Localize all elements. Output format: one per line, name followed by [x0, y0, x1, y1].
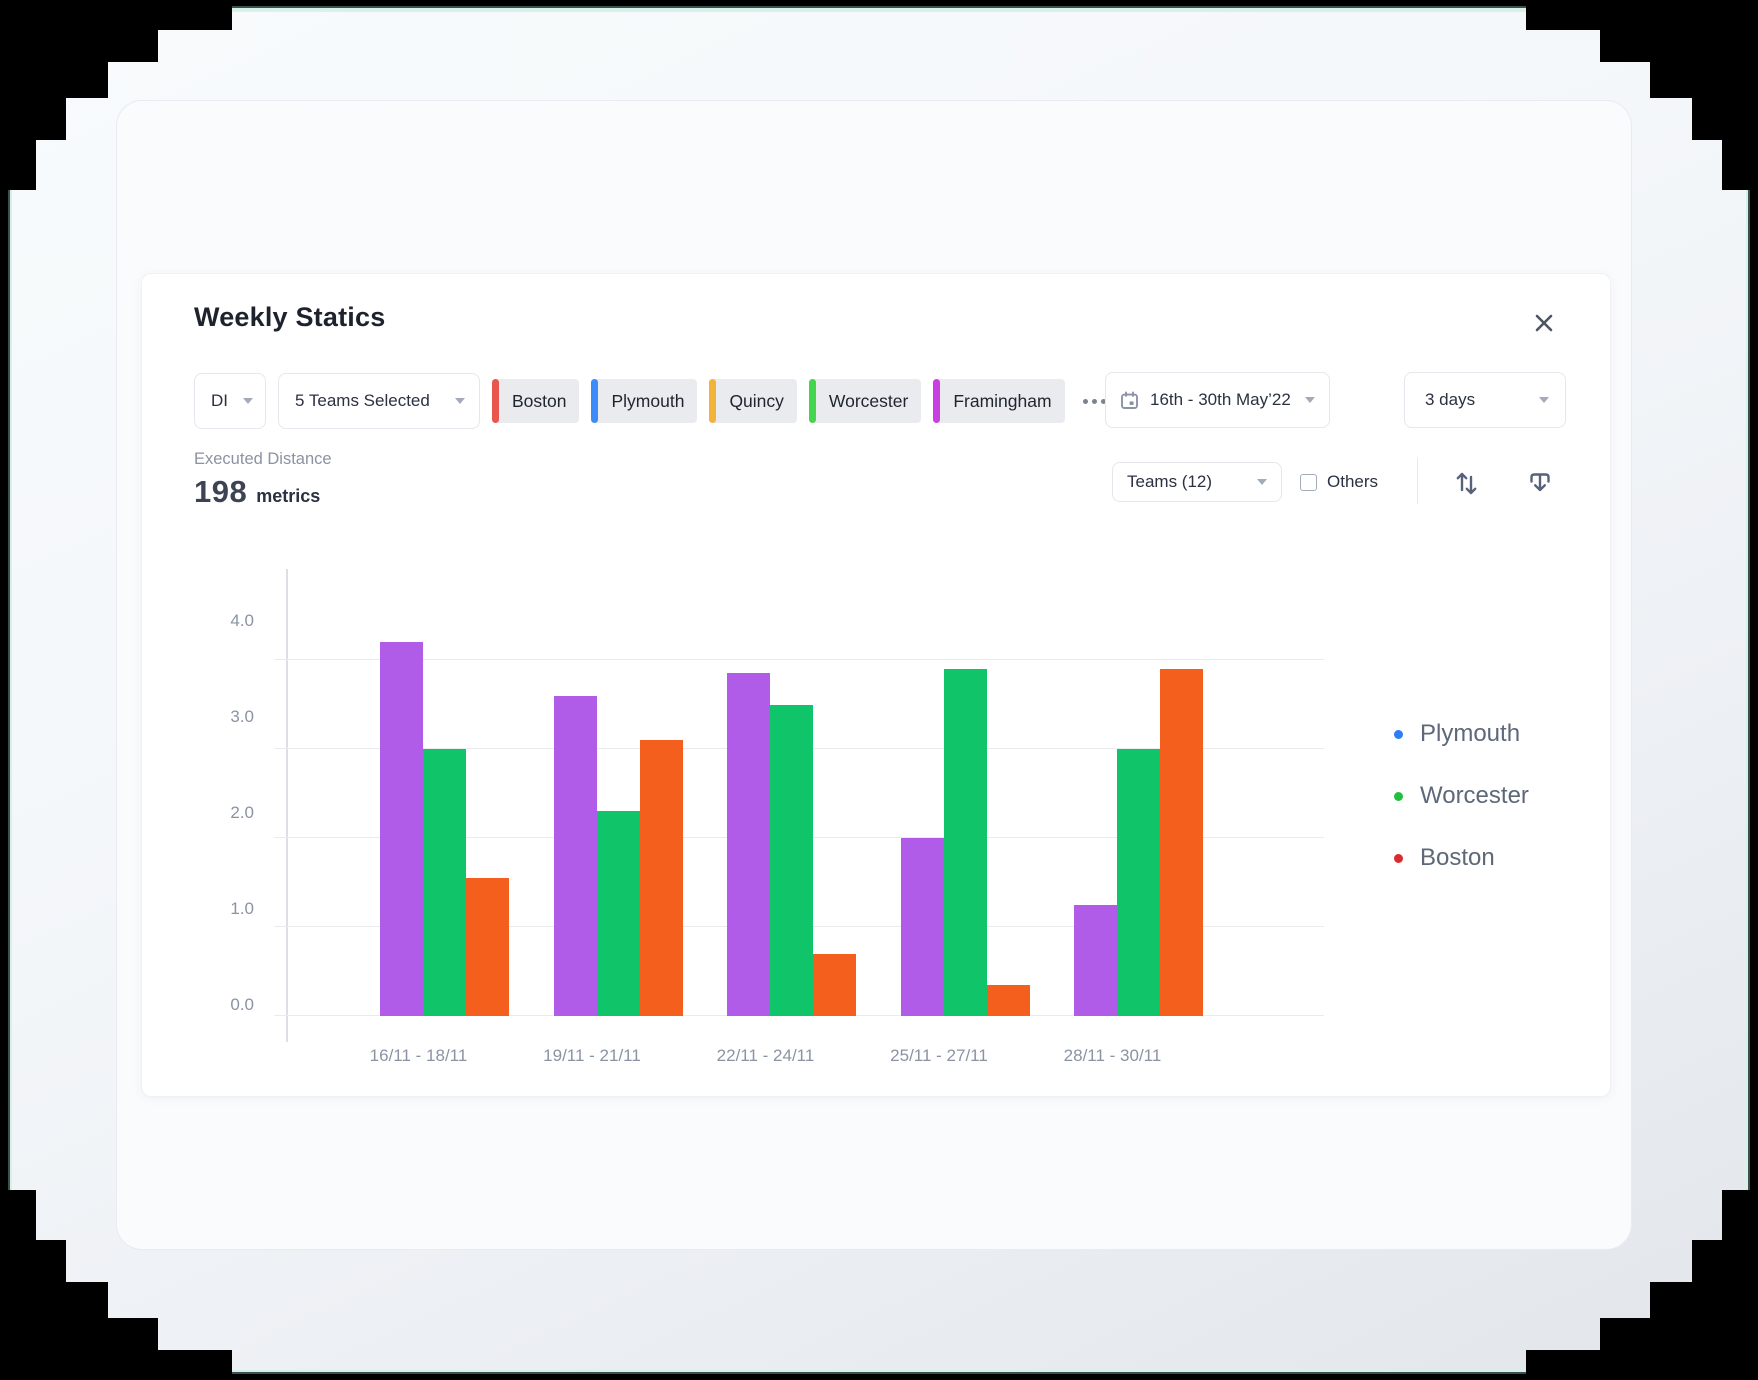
- y-axis-tick-label: 3.0: [230, 707, 254, 726]
- team-chip[interactable]: Worcester: [808, 379, 922, 423]
- bar-plymouth: [1074, 904, 1117, 1016]
- legend-label: Worcester: [1420, 782, 1529, 809]
- bar-plymouth: [380, 642, 423, 1016]
- device-frame: Weekly Statics DI 5 Teams Selected Bosto…: [10, 8, 1748, 1372]
- y-axis-tick-label: 2.0: [230, 803, 254, 822]
- others-checkbox[interactable]: [1300, 473, 1317, 491]
- metric-summary: 198 metrics: [194, 474, 320, 510]
- bar-worcester: [770, 704, 813, 1016]
- x-axis-tick-label: 22/11 - 24/11: [716, 1046, 815, 1065]
- team-color-bar: [492, 379, 499, 423]
- chevron-down-icon: [455, 398, 465, 404]
- x-axis-tick-label: 28/11 - 30/11: [1063, 1046, 1162, 1065]
- legend-dot-icon: [1394, 791, 1403, 801]
- bar-boston: [466, 878, 509, 1016]
- legend-dot-icon: [1394, 853, 1403, 863]
- team-chip-list: Boston Plymouth Quincy Worcester Framingham: [492, 379, 1065, 423]
- legend-label: Boston: [1420, 844, 1495, 871]
- close-button[interactable]: [1528, 307, 1560, 339]
- team-chip-label: Framingham: [953, 390, 1052, 411]
- bar-group: [380, 642, 509, 1016]
- download-button[interactable]: [1522, 464, 1558, 500]
- bar-group: [1074, 668, 1203, 1016]
- bar-boston: [1160, 668, 1203, 1016]
- x-axis-tick-label: 19/11 - 21/11: [543, 1046, 641, 1065]
- y-axis-tick-label: 1.0: [230, 899, 254, 918]
- y-axis: 0.0 1.0 2.0 3.0 4.0: [178, 569, 254, 1016]
- more-teams-button[interactable]: [1079, 393, 1110, 410]
- app-screen: Weekly Statics DI 5 Teams Selected Bosto…: [116, 100, 1632, 1250]
- others-label: Others: [1327, 472, 1379, 491]
- bar-boston: [986, 984, 1030, 1016]
- team-chip[interactable]: Quincy: [709, 379, 797, 423]
- filter-bar: DI 5 Teams Selected Boston Plymouth Quincy…: [194, 372, 1566, 430]
- team-color-bar: [933, 379, 941, 423]
- bar-group: [727, 673, 856, 1016]
- chart-legend: Plymouth Worcester Boston: [1394, 720, 1604, 908]
- date-range-value: 16th - 30th May’22: [1150, 390, 1291, 409]
- legend-label: Plymouth: [1420, 720, 1521, 747]
- metric-select[interactable]: DI: [194, 373, 266, 429]
- close-icon: [1535, 314, 1553, 332]
- y-axis-tick-label: 4.0: [230, 611, 254, 630]
- group-by-select[interactable]: Teams (12): [1112, 462, 1282, 502]
- teams-select-value: 5 Teams Selected: [295, 391, 430, 410]
- bar-boston: [813, 953, 856, 1016]
- sort-vertical-icon: [1456, 472, 1477, 495]
- bar-worcester: [1117, 749, 1160, 1016]
- interval-select[interactable]: 3 days: [1404, 372, 1566, 428]
- sort-button[interactable]: [1448, 464, 1484, 500]
- bar-group: [553, 695, 683, 1016]
- team-chip[interactable]: Framingham: [933, 379, 1065, 423]
- y-axis-tick-label: 0.0: [230, 995, 254, 1014]
- bar-plymouth: [553, 695, 597, 1016]
- team-chip-label: Quincy: [729, 390, 784, 411]
- bar-boston: [639, 740, 683, 1016]
- metric-label: Executed Distance: [194, 450, 332, 468]
- calendar-icon: [1121, 391, 1138, 409]
- gridline: [274, 659, 1324, 660]
- team-color-bar: [591, 379, 599, 423]
- divider: [1417, 458, 1418, 504]
- ellipsis-icon: [1082, 398, 1088, 404]
- bar-plymouth: [727, 673, 770, 1016]
- date-range-select[interactable]: 16th - 30th May’22: [1105, 372, 1330, 428]
- legend-item-plymouth[interactable]: Plymouth: [1394, 720, 1604, 747]
- group-by-value: Teams (12): [1127, 472, 1213, 491]
- legend-item-boston[interactable]: Boston: [1394, 844, 1604, 871]
- chevron-down-icon: [1539, 397, 1549, 403]
- bar-worcester: [423, 749, 466, 1016]
- metric-unit: metrics: [256, 486, 321, 506]
- bar-plymouth: [900, 838, 944, 1016]
- metric-value: 198: [194, 474, 248, 509]
- bar-worcester: [596, 811, 640, 1016]
- others-toggle[interactable]: Others: [1300, 462, 1378, 502]
- ellipsis-icon: [1100, 398, 1106, 404]
- team-chip[interactable]: Plymouth: [591, 379, 698, 423]
- bar-worcester: [943, 668, 987, 1016]
- team-color-bar: [808, 379, 816, 423]
- download-icon: [1530, 473, 1550, 492]
- team-chip[interactable]: Boston: [492, 379, 580, 423]
- chevron-down-icon: [1257, 479, 1267, 485]
- team-chip-label: Worcester: [828, 390, 909, 411]
- plot-area: [274, 569, 1324, 1016]
- ellipsis-icon: [1091, 398, 1097, 404]
- x-axis-tick-label: 25/11 - 27/11: [890, 1046, 988, 1065]
- chevron-down-icon: [1305, 397, 1315, 403]
- legend-item-worcester[interactable]: Worcester: [1394, 782, 1604, 809]
- bar-group: [900, 668, 1030, 1016]
- page-title: Weekly Statics: [194, 302, 386, 332]
- team-chip-label: Boston: [512, 390, 567, 411]
- weekly-statics-card: Weekly Statics DI 5 Teams Selected Bosto…: [141, 273, 1611, 1097]
- chevron-down-icon: [243, 398, 253, 404]
- team-chip-label: Plymouth: [611, 390, 685, 411]
- team-color-bar: [709, 379, 717, 423]
- teams-select[interactable]: 5 Teams Selected: [278, 373, 480, 429]
- interval-select-value: 3 days: [1425, 390, 1476, 409]
- x-axis-tick-label: 16/11 - 18/11: [369, 1046, 468, 1065]
- y-axis-line: [286, 569, 288, 1042]
- legend-dot-icon: [1394, 729, 1403, 739]
- metric-select-value: DI: [211, 391, 228, 410]
